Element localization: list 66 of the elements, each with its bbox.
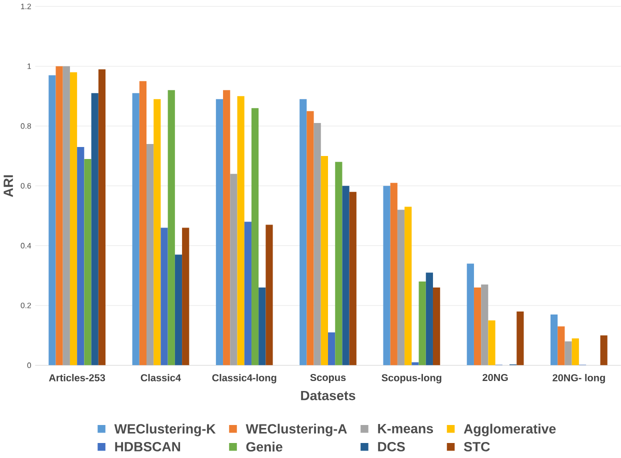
legend-label: STC bbox=[464, 442, 490, 452]
x-tick-label: Classic4-long bbox=[212, 374, 276, 384]
bar bbox=[466, 264, 474, 366]
bar bbox=[174, 254, 182, 366]
bar bbox=[474, 288, 482, 366]
bar bbox=[550, 314, 558, 366]
bar bbox=[56, 66, 63, 366]
bar bbox=[488, 320, 496, 366]
bar bbox=[432, 288, 440, 366]
y-axis-title: ARI bbox=[4, 175, 13, 198]
bar bbox=[335, 162, 342, 366]
bar bbox=[216, 99, 224, 366]
bar bbox=[70, 72, 78, 366]
bar bbox=[383, 186, 390, 366]
bar bbox=[558, 326, 565, 366]
x-tick-label: Scopus bbox=[310, 374, 346, 384]
bar bbox=[390, 183, 398, 366]
bar bbox=[418, 282, 426, 366]
bar bbox=[258, 288, 266, 366]
bar bbox=[342, 186, 350, 366]
bar bbox=[328, 332, 336, 366]
legend-label: HDBSCAN bbox=[115, 442, 180, 452]
bar bbox=[320, 156, 328, 366]
legend-label: WEClustering-K bbox=[114, 424, 216, 436]
bar bbox=[404, 207, 412, 366]
x-tick-label: Scopus-long bbox=[382, 374, 442, 384]
bar bbox=[314, 123, 321, 366]
bar bbox=[397, 210, 405, 366]
bar bbox=[77, 147, 84, 366]
x-tick-label: Classic4 bbox=[140, 374, 181, 382]
bar bbox=[244, 222, 252, 366]
bar bbox=[516, 312, 524, 366]
bar bbox=[132, 93, 140, 366]
bar bbox=[84, 159, 92, 366]
legend-label: Agglomerative bbox=[464, 424, 556, 436]
bar bbox=[230, 174, 238, 366]
bar bbox=[154, 99, 161, 366]
legend-label: DCS bbox=[378, 442, 405, 452]
bar bbox=[146, 144, 154, 366]
bar bbox=[182, 228, 190, 366]
bar bbox=[481, 284, 488, 366]
bar bbox=[62, 66, 70, 366]
x-tick-label: 20NG- long bbox=[552, 374, 605, 384]
bar bbox=[572, 338, 579, 366]
bar bbox=[48, 75, 56, 366]
x-tick-label: Articles-253 bbox=[48, 374, 106, 382]
bar bbox=[564, 342, 572, 366]
bar bbox=[300, 99, 307, 366]
bar bbox=[98, 69, 106, 366]
bar bbox=[91, 93, 98, 366]
legend-label: WEClustering-A bbox=[246, 424, 347, 436]
bar bbox=[237, 96, 244, 366]
bar bbox=[160, 228, 168, 366]
bar bbox=[251, 108, 259, 366]
bar bbox=[139, 81, 146, 366]
bar bbox=[168, 90, 175, 366]
bar bbox=[349, 192, 356, 366]
x-tick-label: 20NG bbox=[482, 374, 508, 382]
bar bbox=[306, 111, 314, 366]
bar bbox=[223, 90, 230, 366]
legend-label: Genie bbox=[246, 442, 282, 452]
bar bbox=[426, 272, 433, 366]
legend-label: K-means bbox=[378, 424, 433, 434]
bar bbox=[266, 224, 273, 366]
bar bbox=[600, 336, 608, 366]
x-axis-title: Datasets bbox=[301, 391, 356, 400]
